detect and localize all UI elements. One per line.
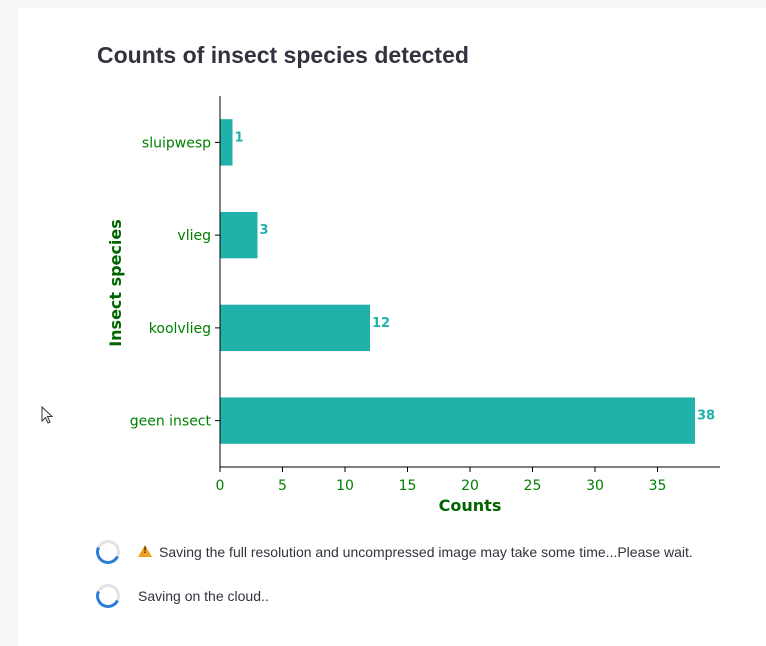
warning-icon (138, 545, 152, 557)
x-tick-label: 20 (461, 478, 479, 494)
warning-message: Saving the full resolution and uncompres… (159, 544, 693, 560)
main-panel (18, 8, 766, 646)
x-tick-label: 35 (649, 478, 667, 494)
x-tick-label: 30 (586, 478, 604, 494)
warning-status-row: Saving the full resolution and uncompres… (92, 536, 693, 568)
y-tick-label: sluipwesp (142, 135, 211, 151)
data-label: 12 (372, 316, 390, 331)
x-tick-label: 5 (278, 478, 287, 494)
bar-koolvlieg (220, 304, 370, 352)
loading-spinner-icon (92, 536, 124, 568)
bar-vlieg (220, 211, 258, 259)
loading-spinner-icon (92, 580, 124, 612)
y-tick-label: vlieg (177, 228, 211, 244)
cloud-saving-message: Saving on the cloud.. (138, 588, 269, 604)
x-axis-title: Counts (439, 496, 502, 515)
data-label: 1 (235, 130, 244, 145)
mouse-cursor-icon (41, 406, 54, 424)
y-tick-label: koolvlieg (149, 321, 211, 337)
x-tick-label: 0 (216, 478, 225, 494)
bar-geen-insect (220, 397, 695, 444)
bars-layer: 1 3 12 38 (220, 119, 715, 444)
data-label: 38 (697, 409, 715, 424)
axes-layer: sluipwesp vlieg koolvlieg geen insect 0 5 10 15… (130, 96, 720, 494)
bar-sluipwesp (220, 119, 233, 166)
data-label: 3 (260, 223, 269, 238)
x-tick-label: 25 (524, 478, 542, 494)
x-tick-label: 10 (336, 478, 354, 494)
y-axis-title: Insect species (106, 219, 125, 347)
x-tick-label: 15 (399, 478, 417, 494)
y-tick-label: geen insect (130, 414, 212, 430)
cloud-status-row: Saving on the cloud.. (92, 580, 269, 612)
chart-title: Counts of insect species detected (97, 42, 469, 68)
